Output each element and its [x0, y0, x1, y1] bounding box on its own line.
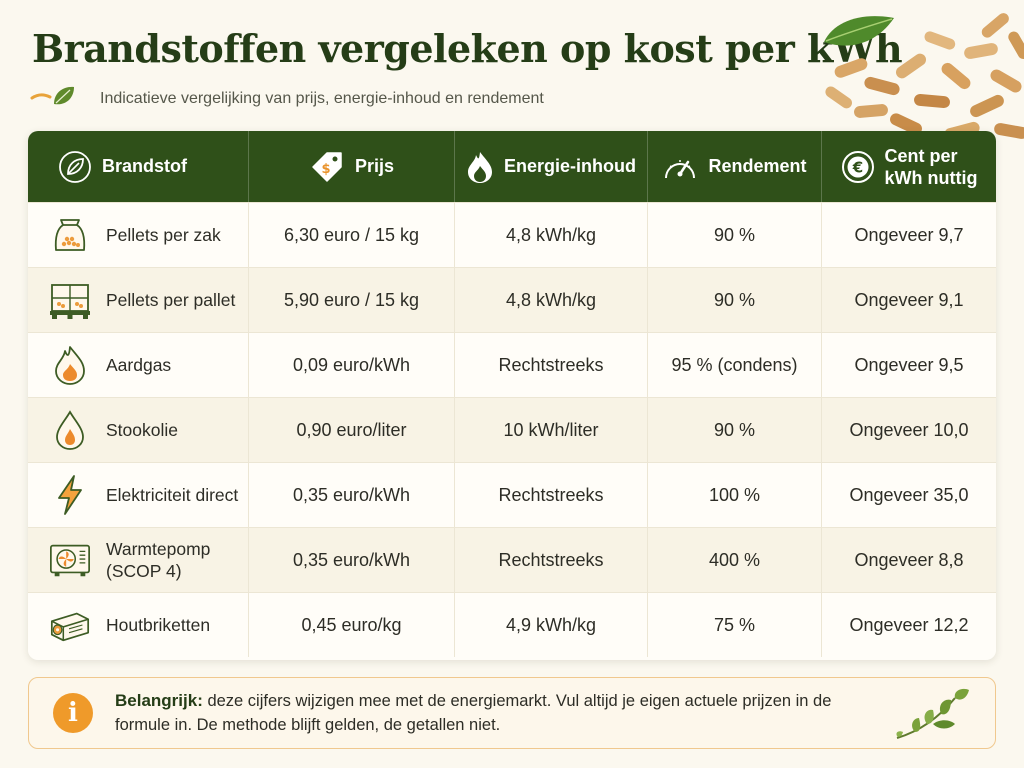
- important-note: i Belangrijk: deze cijfers wijzigen mee …: [28, 677, 996, 749]
- fuel-name: Pellets per pallet: [106, 290, 236, 310]
- gauge-icon: [662, 152, 698, 182]
- table-row: Warmtepomp (SCOP 4) 0,35 euro/kWh Rechts…: [28, 527, 996, 592]
- header-energie: Energie-inhoud: [455, 131, 648, 202]
- note-text: Belangrijk: deze cijfers wijzigen mee me…: [115, 689, 875, 737]
- cell-prijs: 0,35 euro/kWh: [249, 528, 455, 592]
- cell-prijs: 6,30 euro / 15 kg: [249, 203, 455, 267]
- cell-rendement: 400 %: [648, 528, 822, 592]
- header-label: Prijs: [354, 156, 395, 176]
- wood-pellets-image: [764, 0, 1024, 160]
- cell-prijs: 0,35 euro/kWh: [249, 463, 455, 527]
- fuel-comparison-table: Brandstof $ Prijs Energie-inhoud Rendeme…: [28, 131, 996, 660]
- euro-icon: €: [841, 150, 875, 184]
- cell-prijs: 0,45 euro/kg: [249, 593, 455, 657]
- cell-rendement: 90 %: [648, 203, 822, 267]
- fuel-name: Aardgas: [106, 355, 172, 375]
- header-rendement: Rendement: [648, 131, 822, 202]
- table-row: Stookolie 0,90 euro/liter 10 kWh/liter 9…: [28, 397, 996, 462]
- table-row: Aardgas 0,09 euro/kWh Rechtstreeks 95 % …: [28, 332, 996, 397]
- header-label: Cent per kWh nuttig: [885, 145, 978, 189]
- page-title: Brandstoffen vergeleken op kost per kWh: [32, 26, 903, 71]
- wood-briquette-icon: [48, 603, 92, 647]
- fuel-name-line1: Warmtepomp: [106, 539, 211, 559]
- svg-text:$: $: [321, 162, 330, 177]
- table-body: Pellets per zak 6,30 euro / 15 kg 4,8 kW…: [28, 202, 996, 657]
- cell-energie: 4,9 kWh/kg: [455, 593, 648, 657]
- cell-energie: Rechtstreeks: [455, 463, 648, 527]
- table-row: Elektriciteit direct 0,35 euro/kWh Recht…: [28, 462, 996, 527]
- cell-brandstof: Houtbriketten: [28, 593, 249, 657]
- cell-energie: 4,8 kWh/kg: [455, 268, 648, 332]
- table-row: Pellets per zak 6,30 euro / 15 kg 4,8 kW…: [28, 202, 996, 267]
- cell-cent-per-kwh: Ongeveer 8,8: [854, 549, 964, 570]
- header-label: Brandstof: [102, 156, 187, 176]
- subtitle-row: Indicatieve vergelijking van prijs, ener…: [30, 86, 544, 112]
- flame-icon: [466, 150, 494, 184]
- fuel-name-line2: (SCOP 4): [106, 561, 182, 581]
- cell-cent-per-kwh: Ongeveer 9,7: [854, 224, 964, 245]
- page-subtitle: Indicatieve vergelijking van prijs, ener…: [100, 90, 544, 107]
- heat-pump-icon: [48, 538, 92, 582]
- cell-rendement: 90 %: [648, 398, 822, 462]
- header-label: Rendement: [708, 156, 807, 176]
- table-header: Brandstof $ Prijs Energie-inhoud Rendeme…: [28, 131, 996, 202]
- leaf-icon: [58, 150, 92, 184]
- cell-prijs: 0,90 euro/liter: [249, 398, 455, 462]
- cell-prijs: 5,90 euro / 15 kg: [249, 268, 455, 332]
- cell-energie: 4,8 kWh/kg: [455, 203, 648, 267]
- fuel-name: Houtbriketten: [106, 615, 211, 635]
- fuel-name: Warmtepomp (SCOP 4): [106, 538, 210, 582]
- cell-cent-per-kwh: Ongeveer 12,2: [849, 614, 969, 635]
- cell-prijs: 0,09 euro/kWh: [249, 333, 455, 397]
- cell-cent-per-kwh: Ongeveer 35,0: [849, 484, 969, 505]
- header-label-line2: kWh nuttig: [884, 167, 978, 188]
- cell-brandstof: Pellets per pallet: [28, 268, 249, 332]
- cell-brandstof: Aardgas: [28, 333, 249, 397]
- cell-energie: 10 kWh/liter: [455, 398, 648, 462]
- pellet-pallet-icon: [48, 278, 92, 322]
- leaf-sprig-icon: [30, 84, 76, 115]
- lightning-icon: [48, 473, 92, 517]
- svg-text:€: €: [851, 158, 862, 176]
- cell-brandstof: Warmtepomp (SCOP 4): [28, 528, 249, 592]
- fuel-name: Pellets per zak: [106, 225, 221, 245]
- table-row: Houtbriketten 0,45 euro/kg 4,9 kWh/kg 75…: [28, 592, 996, 657]
- pellet-bag-icon: [48, 213, 92, 257]
- header-brandstof: Brandstof: [28, 131, 249, 202]
- cell-brandstof: Elektriciteit direct: [28, 463, 249, 527]
- cell-rendement: 100 %: [648, 463, 822, 527]
- cell-energie: Rechtstreeks: [455, 528, 648, 592]
- oil-drop-icon: [48, 408, 92, 452]
- gas-flame-icon: [48, 343, 92, 387]
- header-label: Energie-inhoud: [504, 156, 636, 176]
- info-icon: i: [53, 693, 93, 733]
- cell-cent-per-kwh: Ongeveer 9,1: [854, 289, 964, 310]
- note-body: deze cijfers wijzigen mee met de energie…: [115, 692, 832, 734]
- cell-energie: Rechtstreeks: [455, 333, 648, 397]
- cell-brandstof: Pellets per zak: [28, 203, 249, 267]
- note-label: Belangrijk:: [115, 691, 203, 710]
- header-cent-per-kwh: € Cent per kWh nuttig: [822, 131, 996, 202]
- cell-brandstof: Stookolie: [28, 398, 249, 462]
- leaves-icon: [893, 688, 973, 747]
- cell-rendement: 95 % (condens): [648, 333, 822, 397]
- cell-cent-per-kwh: Ongeveer 9,5: [854, 354, 964, 375]
- cell-rendement: 75 %: [648, 593, 822, 657]
- fuel-name: Elektriciteit direct: [106, 485, 239, 505]
- cell-rendement: 90 %: [648, 268, 822, 332]
- header-label-line1: Cent per: [884, 145, 958, 166]
- fuel-name: Stookolie: [106, 420, 178, 440]
- table-row: Pellets per pallet 5,90 euro / 15 kg 4,8…: [28, 267, 996, 332]
- cell-cent-per-kwh: Ongeveer 10,0: [849, 419, 969, 440]
- price-tag-icon: $: [309, 149, 345, 185]
- header-prijs: $ Prijs: [249, 131, 455, 202]
